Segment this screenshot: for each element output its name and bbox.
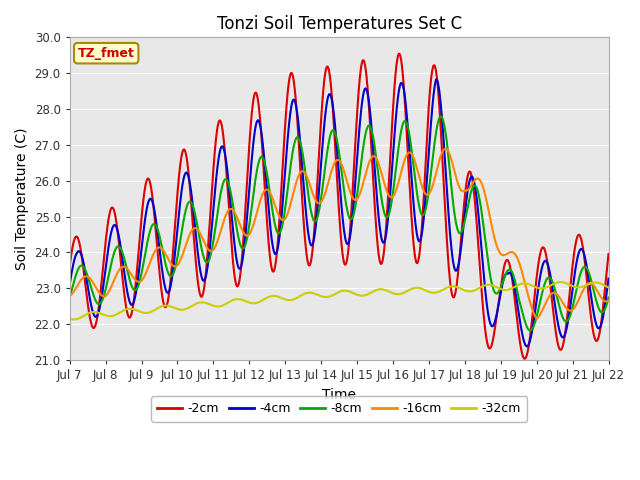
-8cm: [294, 135, 302, 141]
-2cm: [521, 356, 529, 361]
-4cm: [316, 186, 323, 192]
-32cm: [373, 287, 381, 293]
-2cm: [294, 132, 302, 138]
-2cm: [605, 251, 612, 257]
-32cm: [316, 293, 323, 299]
-16cm: [605, 298, 612, 303]
-2cm: [108, 205, 115, 211]
X-axis label: Time: Time: [322, 388, 356, 402]
-32cm: [557, 279, 564, 285]
-2cm: [372, 227, 380, 232]
-4cm: [306, 238, 314, 243]
-32cm: [108, 313, 116, 319]
-16cm: [294, 173, 302, 179]
-8cm: [129, 287, 137, 292]
Line: -32cm: -32cm: [70, 282, 609, 320]
-32cm: [295, 294, 303, 300]
-2cm: [316, 149, 323, 155]
-8cm: [316, 207, 323, 213]
-16cm: [108, 284, 115, 289]
-8cm: [306, 200, 314, 205]
-4cm: [129, 300, 137, 306]
-8cm: [437, 114, 445, 120]
-4cm: [433, 76, 440, 82]
-16cm: [316, 201, 323, 206]
Line: -8cm: -8cm: [70, 117, 609, 331]
Title: Tonzi Soil Temperatures Set C: Tonzi Soil Temperatures Set C: [216, 15, 461, 33]
-2cm: [306, 263, 314, 268]
Text: TZ_fmet: TZ_fmet: [78, 47, 134, 60]
Line: -2cm: -2cm: [70, 54, 609, 359]
-2cm: [66, 263, 74, 269]
-2cm: [129, 301, 137, 307]
Line: -16cm: -16cm: [70, 149, 609, 319]
-32cm: [130, 306, 138, 312]
-4cm: [605, 276, 612, 281]
-2cm: [396, 51, 403, 57]
-4cm: [66, 281, 74, 287]
-4cm: [372, 187, 380, 192]
-4cm: [523, 344, 531, 349]
Legend: -2cm, -4cm, -8cm, -16cm, -32cm: -2cm, -4cm, -8cm, -16cm, -32cm: [151, 396, 527, 421]
-16cm: [129, 275, 137, 280]
-32cm: [306, 290, 314, 296]
-32cm: [66, 316, 74, 322]
-8cm: [372, 156, 380, 161]
-32cm: [70, 317, 78, 323]
-4cm: [108, 228, 115, 234]
-16cm: [442, 146, 449, 152]
-8cm: [526, 328, 534, 334]
Y-axis label: Soil Temperature (C): Soil Temperature (C): [15, 127, 29, 270]
-16cm: [532, 316, 540, 322]
-16cm: [66, 293, 74, 299]
-8cm: [108, 260, 115, 266]
-8cm: [605, 295, 612, 300]
-8cm: [66, 294, 74, 300]
Line: -4cm: -4cm: [70, 79, 609, 347]
-32cm: [605, 285, 612, 290]
-4cm: [294, 120, 302, 125]
-16cm: [372, 156, 380, 161]
-16cm: [306, 180, 314, 186]
